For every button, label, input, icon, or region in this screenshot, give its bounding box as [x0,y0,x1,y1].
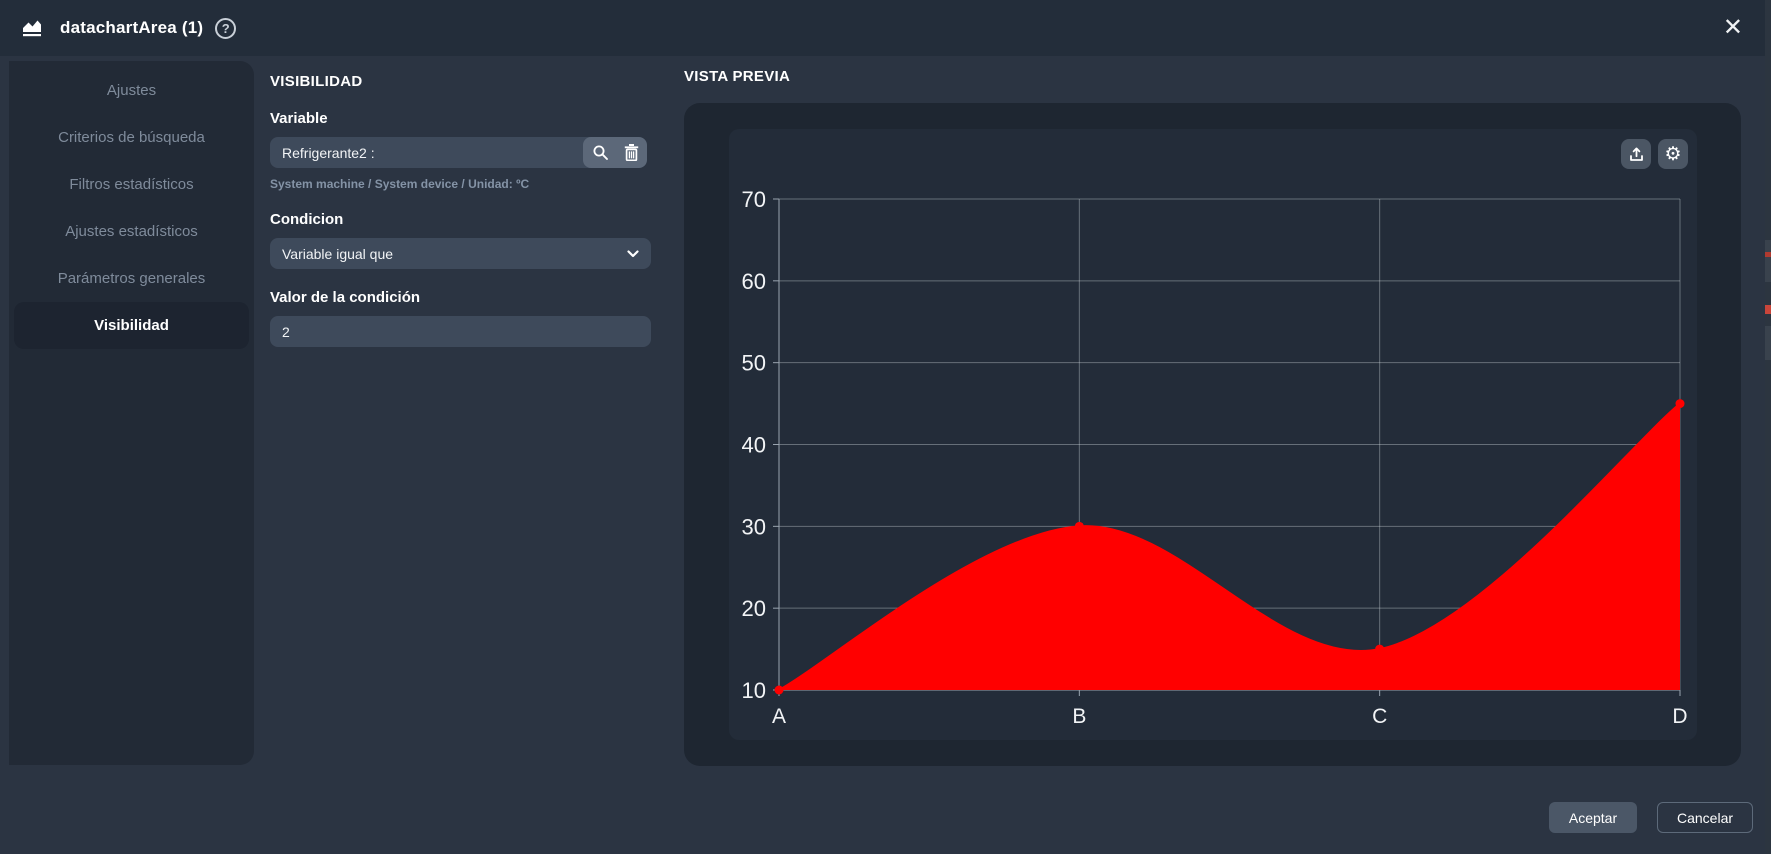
svg-text:B: B [1072,705,1086,728]
sidebar-item-parametros-generales[interactable]: Parámetros generales [57,270,206,287]
svg-text:50: 50 [742,351,766,376]
svg-text:C: C [1372,705,1387,728]
svg-text:40: 40 [742,433,766,458]
close-icon[interactable]: ✕ [1722,14,1743,41]
sidebar-item-ajustes-estadisticos[interactable]: Ajustes estadísticos [65,223,198,240]
sidebar-item-visibilidad[interactable]: Visibilidad [14,302,249,349]
svg-text:60: 60 [742,269,766,294]
chart-settings-button[interactable]: ⚙ [1658,139,1688,169]
svg-text:A: A [772,705,786,728]
condition-label: Condicion [270,211,344,228]
help-icon[interactable]: ? [215,17,237,39]
cancel-button[interactable]: Cancelar [1657,802,1753,833]
chart-card: 10 20 30 40 50 60 70 A B C D ⚙ [729,129,1697,740]
export-button[interactable] [1621,139,1651,169]
condition-select[interactable]: Variable igual que [270,238,651,269]
variable-helper-text: System machine / System device / Unidad:… [270,177,530,191]
titlebar: datachartArea (1) ? ✕ [0,0,1771,56]
area-chart: 10 20 30 40 50 60 70 A B C D [742,187,1688,728]
sidebar: Ajustes Criterios de búsqueda Filtros esta… [9,61,254,765]
svg-text:10: 10 [742,678,766,703]
gear-icon: ⚙ [1664,143,1682,165]
svg-text:20: 20 [742,596,766,621]
condition-value-label: Valor de la condición [270,289,421,306]
condition-selected-value: Variable igual que [282,245,394,262]
chart-toolbar: ⚙ [1621,139,1688,169]
form-section-title: VISIBILIDAD [270,73,363,90]
variable-label: Variable [270,110,328,127]
sidebar-item-criterios-de-busqueda[interactable]: Criterios de búsqueda [58,129,205,146]
page-edge-strip [1765,0,1771,854]
variable-value[interactable]: Refrigerante2 : [282,144,375,161]
sidebar-item-filtros-estadisticos[interactable]: Filtros estadísticos [69,176,194,193]
svg-text:70: 70 [742,187,766,212]
search-icon[interactable] [592,144,609,161]
variable-input[interactable]: Refrigerante2 : [270,137,647,168]
trash-icon[interactable] [624,144,639,161]
chevron-down-icon [627,249,639,258]
accept-button[interactable]: Aceptar [1549,802,1637,833]
condition-value-text: 2 [282,323,290,340]
page-title: datachartArea (1) [60,18,204,37]
svg-text:D: D [1672,705,1687,728]
visibility-form: VISIBILIDAD Variable Refrigerante2 : [270,61,662,347]
svg-text:30: 30 [742,514,766,539]
preview-panel: 10 20 30 40 50 60 70 A B C D ⚙ [684,103,1741,766]
condition-value-input[interactable]: 2 [270,316,651,347]
preview-section-title: VISTA PREVIA [684,68,791,85]
sidebar-item-ajustes[interactable]: Ajustes [106,82,157,99]
upload-icon [1628,146,1645,163]
variable-input-actions [583,137,647,168]
area-chart-icon [20,15,46,41]
